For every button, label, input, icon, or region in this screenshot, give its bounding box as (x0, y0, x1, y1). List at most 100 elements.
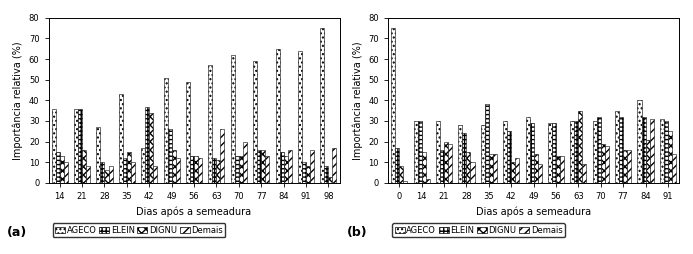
Bar (109, 166, 112, 183)
Bar (176, 158, 179, 183)
Bar (172, 150, 176, 183)
Y-axis label: Importância relativa (%): Importância relativa (%) (352, 41, 363, 160)
Bar (328, 177, 333, 183)
Bar (276, 49, 279, 183)
Bar (55, 152, 60, 183)
Bar (209, 65, 212, 183)
Bar (243, 141, 247, 183)
Bar (52, 108, 55, 183)
Bar (123, 158, 127, 183)
Bar (283, 156, 288, 183)
Bar (668, 131, 672, 183)
Bar (570, 121, 574, 183)
Bar (660, 119, 664, 183)
X-axis label: Dias após a semeadura: Dias após a semeadura (476, 207, 591, 217)
Bar (642, 117, 646, 183)
Bar (529, 123, 534, 183)
Bar (127, 152, 131, 183)
Bar (638, 100, 642, 183)
Bar (153, 166, 157, 183)
Bar (324, 166, 328, 183)
Bar (235, 156, 239, 183)
Bar (649, 119, 653, 183)
Bar (548, 123, 552, 183)
Bar (168, 129, 172, 183)
Bar (105, 170, 109, 183)
Bar (414, 121, 418, 183)
Bar (399, 166, 403, 183)
Bar (100, 162, 105, 183)
Bar (444, 141, 448, 183)
Bar (298, 51, 302, 183)
Bar (212, 158, 216, 183)
Bar (220, 129, 225, 183)
Bar (119, 94, 123, 183)
Bar (448, 144, 452, 183)
Bar (418, 121, 421, 183)
Bar (481, 125, 485, 183)
X-axis label: Dias após a semeadura: Dias após a semeadura (137, 207, 252, 217)
Bar (672, 154, 676, 183)
Bar (392, 28, 395, 183)
Bar (82, 150, 86, 183)
Bar (279, 152, 283, 183)
Bar (516, 158, 519, 183)
Text: (a): (a) (7, 226, 27, 239)
Bar (310, 150, 314, 183)
Bar (198, 158, 202, 183)
Bar (493, 154, 497, 183)
Bar (74, 108, 78, 183)
Bar (511, 162, 516, 183)
Bar (593, 121, 597, 183)
Bar (601, 144, 605, 183)
Bar (664, 121, 668, 183)
Bar (471, 162, 475, 183)
Bar (574, 121, 579, 183)
Bar (131, 162, 135, 183)
Bar (186, 82, 190, 183)
Bar (525, 117, 529, 183)
Bar (302, 162, 306, 183)
Bar (146, 106, 149, 183)
Bar (253, 61, 257, 183)
Bar (466, 152, 471, 183)
Bar (458, 125, 462, 183)
Bar (216, 160, 220, 183)
Bar (489, 154, 493, 183)
Bar (605, 146, 609, 183)
Bar (440, 150, 444, 183)
Bar (462, 133, 466, 183)
Bar (421, 152, 426, 183)
Bar (503, 121, 507, 183)
Text: (b): (b) (346, 226, 367, 239)
Bar (426, 179, 430, 183)
Bar (306, 166, 310, 183)
Bar (538, 164, 542, 183)
Bar (149, 113, 153, 183)
Bar (261, 150, 265, 183)
Bar (623, 150, 627, 183)
Y-axis label: Importância relativa (%): Importância relativa (%) (12, 41, 24, 160)
Bar (627, 150, 631, 183)
Bar (403, 181, 407, 183)
Bar (96, 127, 100, 183)
Bar (164, 78, 168, 183)
Bar (582, 164, 586, 183)
Bar (615, 111, 619, 183)
Bar (288, 150, 292, 183)
Bar (534, 154, 538, 183)
Bar (597, 117, 601, 183)
Bar (333, 148, 336, 183)
Bar (239, 156, 243, 183)
Bar (78, 108, 82, 183)
Bar (579, 111, 582, 183)
Legend: AGECO, ELEIN, DIGNU, Demais: AGECO, ELEIN, DIGNU, Demais (392, 223, 565, 237)
Bar (646, 139, 649, 183)
Bar (86, 166, 90, 183)
Bar (556, 156, 560, 183)
Bar (485, 104, 489, 183)
Bar (194, 156, 198, 183)
Bar (395, 148, 399, 183)
Bar (436, 121, 440, 183)
Bar (60, 156, 64, 183)
